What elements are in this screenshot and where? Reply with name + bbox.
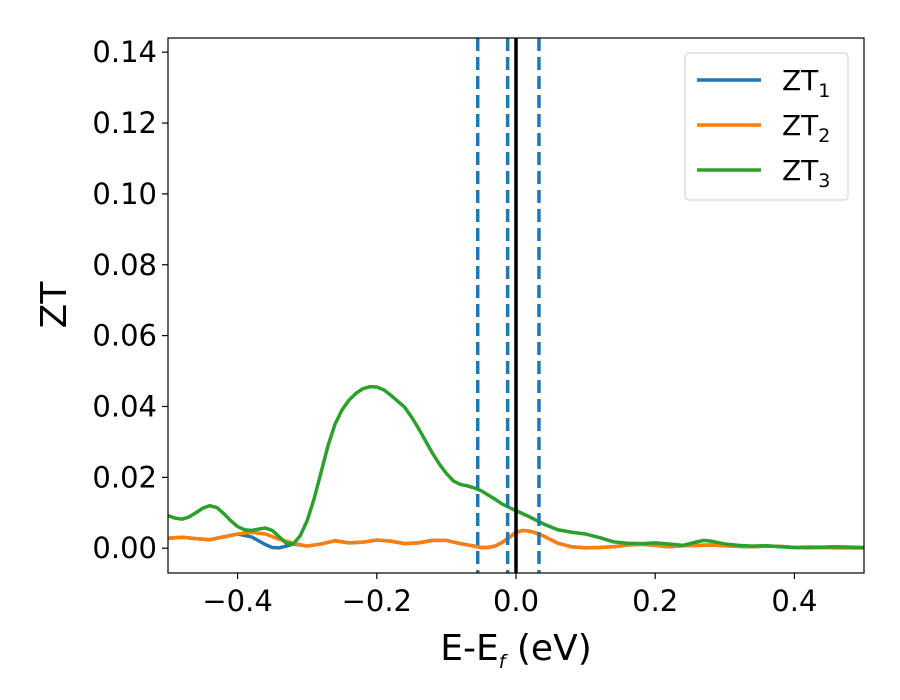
x-tick-label: 0.2 xyxy=(632,584,678,618)
legend-label-2: ZT2 xyxy=(782,109,830,147)
plot-area xyxy=(168,384,864,550)
legend-label-1: ZT1 xyxy=(782,64,830,102)
y-tick-label: 0.08 xyxy=(92,248,157,282)
reference-lines xyxy=(475,38,541,573)
legend-box xyxy=(684,52,849,201)
x-tick-label: −0.2 xyxy=(342,584,412,618)
y-tick-label: 0.14 xyxy=(92,35,157,69)
y-tick-label: 0.12 xyxy=(92,106,157,140)
legend-label-3: ZT3 xyxy=(782,154,830,192)
x-tick-label: 0.4 xyxy=(771,584,817,618)
legend: ZT1 ZT2 ZT3 xyxy=(684,52,849,201)
y-tick-label: 0.10 xyxy=(92,177,157,211)
series-line-3 xyxy=(168,384,864,550)
y-axis-label: ZT xyxy=(34,281,75,329)
y-axis: 0.00 0.02 0.04 0.06 0.08 0.10 0.12 0.14 xyxy=(92,35,168,565)
x-axis: −0.4 −0.2 0.0 0.2 0.4 xyxy=(202,573,817,618)
y-tick-label: 0.00 xyxy=(92,531,157,565)
y-tick-label: 0.04 xyxy=(92,389,157,423)
x-tick-label: −0.4 xyxy=(202,584,272,618)
x-axis-label: E-Ef (eV) xyxy=(440,628,592,673)
y-tick-label: 0.02 xyxy=(92,460,157,494)
y-tick-label: 0.06 xyxy=(92,319,157,353)
x-tick-label: 0.0 xyxy=(493,584,539,618)
